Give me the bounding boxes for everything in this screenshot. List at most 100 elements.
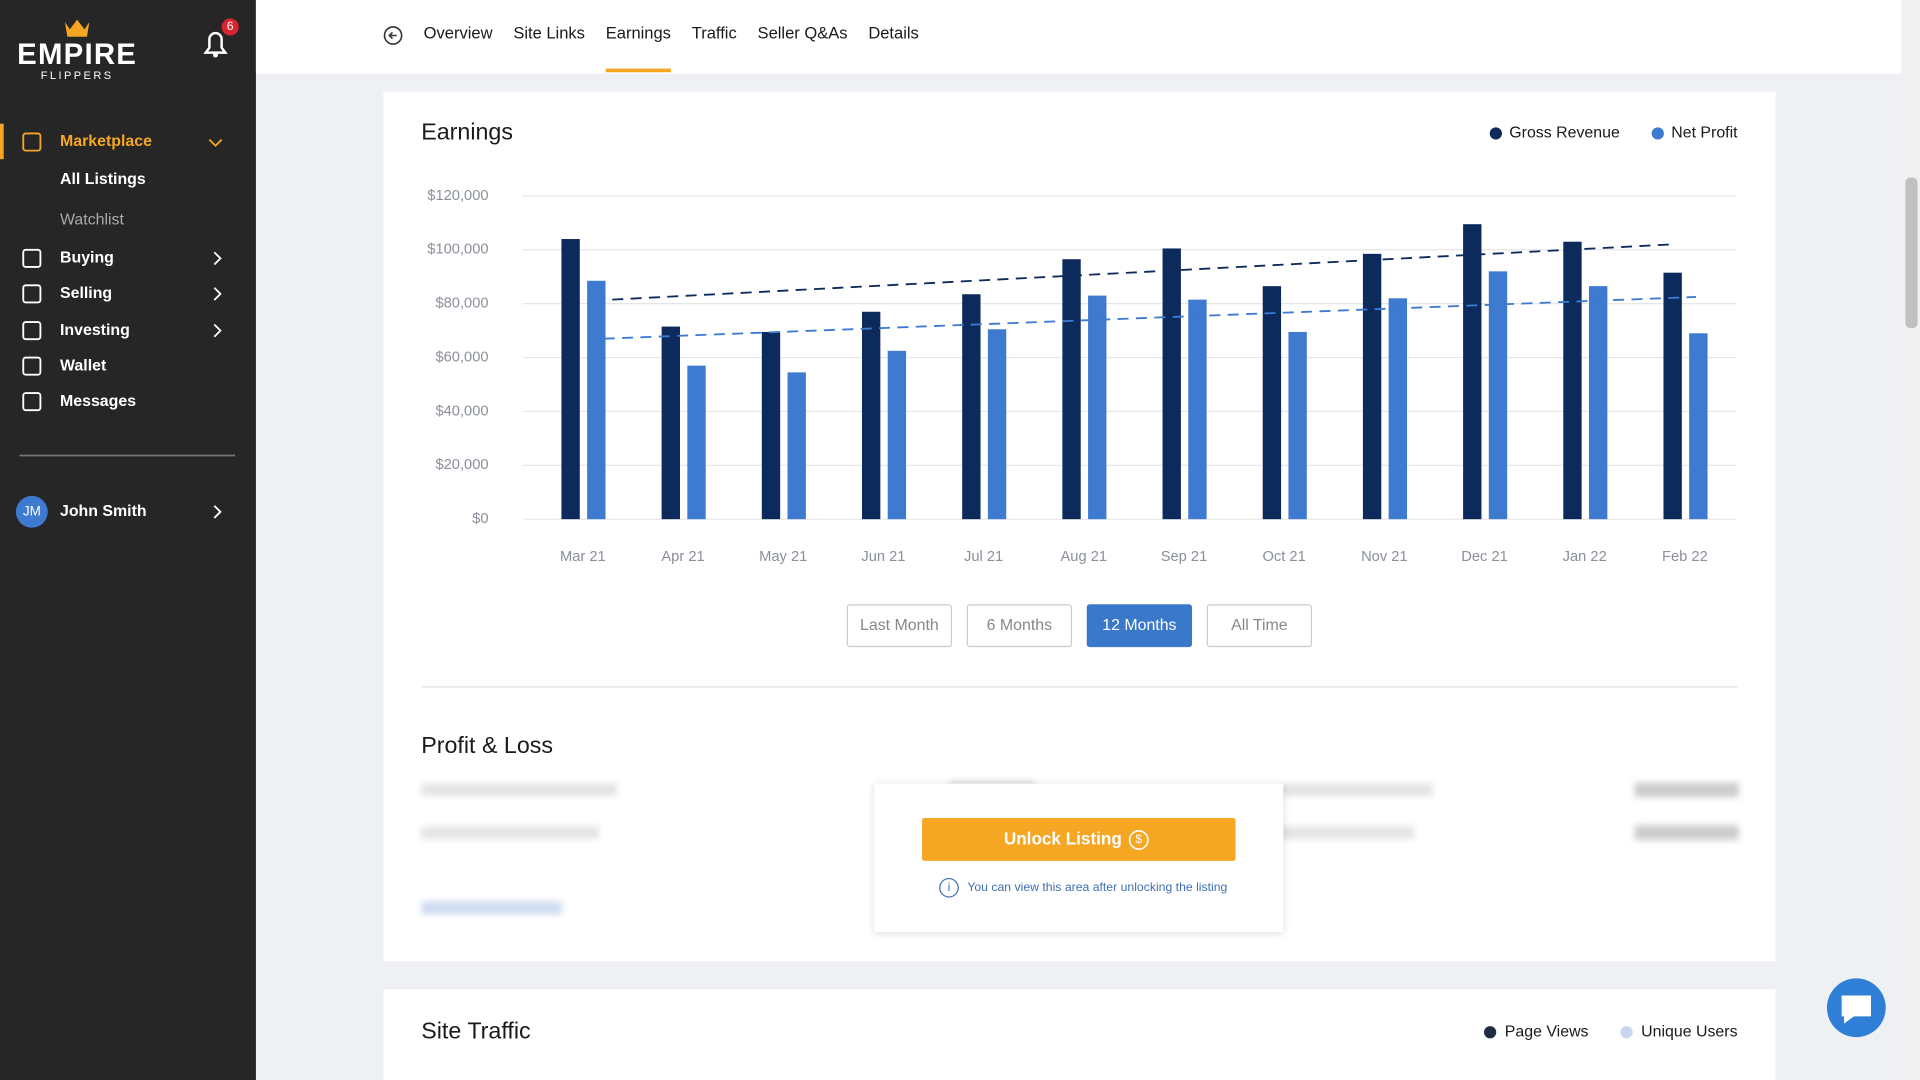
tab[interactable]: Site Links	[513, 24, 585, 43]
menu-item[interactable]: Marketplace	[60, 133, 152, 150]
unlock-note: You can view this area after unlocking t…	[967, 880, 1227, 894]
trend-line	[603, 296, 1696, 340]
x-tick-label: Jan 22	[1563, 549, 1607, 565]
legend-label: Unique Users	[1641, 1023, 1737, 1040]
tab-underline	[605, 68, 671, 73]
menu-icon	[22, 132, 42, 152]
legend-swatch	[1483, 1026, 1497, 1039]
scrollbar	[1901, 0, 1920, 1080]
x-tick-label: Feb 22	[1662, 549, 1708, 565]
y-tick-label: $20,000	[435, 457, 488, 473]
bar	[1088, 295, 1107, 520]
bar	[561, 239, 580, 520]
x-tick-label: Jul 21	[964, 549, 1003, 565]
menu-icon	[22, 284, 42, 304]
top-nav	[255, 0, 1902, 74]
legend-label: Gross Revenue	[1509, 125, 1620, 142]
active-indicator	[0, 123, 4, 160]
x-tick-label: Mar 21	[560, 549, 606, 565]
bar	[861, 311, 881, 520]
bar	[987, 329, 1007, 520]
section-title: Profit & Loss	[421, 732, 553, 758]
bar	[1563, 241, 1582, 520]
bar	[1062, 259, 1081, 520]
logo-crown	[64, 19, 90, 37]
x-tick-label: Apr 21	[661, 549, 704, 565]
submenu-item[interactable]: Watchlist	[60, 212, 125, 229]
menu-icon	[22, 321, 42, 341]
range-button[interactable]	[966, 604, 1073, 648]
sidebar	[0, 0, 256, 1080]
legend-swatch	[1489, 127, 1502, 140]
x-tick-label: Dec 21	[1461, 549, 1508, 565]
avatar[interactable]	[15, 495, 48, 528]
menu-item[interactable]: Messages	[60, 393, 136, 410]
logo-text[interactable]: EMPIRE	[17, 38, 137, 71]
bar	[687, 365, 706, 520]
x-tick-label: Sep 21	[1161, 549, 1208, 565]
y-tick-label: $100,000	[427, 242, 488, 258]
bar	[962, 294, 981, 520]
tab[interactable]: Earnings	[606, 24, 671, 43]
y-tick-label: $40,000	[435, 403, 488, 419]
bar	[1388, 298, 1407, 520]
avatar-initials: JM	[23, 503, 41, 518]
x-tick-label: Oct 21	[1263, 549, 1306, 565]
bar	[1162, 248, 1181, 520]
legend-label: Page Views	[1505, 1023, 1589, 1040]
chevron	[213, 287, 222, 301]
scroll-thumb[interactable]	[1905, 177, 1918, 329]
section-title: Site Traffic	[421, 1017, 531, 1043]
bar	[661, 326, 680, 520]
y-tick-label: $80,000	[435, 296, 488, 312]
y-tick-label: $0	[472, 511, 488, 527]
unlock-label: Unlock Listing	[1004, 829, 1122, 849]
traffic-card	[383, 989, 1776, 1080]
legend-label: Net Profit	[1671, 125, 1738, 142]
menu-item[interactable]: Buying	[60, 250, 114, 267]
tab[interactable]: Overview	[424, 24, 493, 43]
y-tick-label: $60,000	[435, 349, 488, 365]
x-tick-label: May 21	[759, 549, 807, 565]
bar	[887, 350, 907, 520]
range-label: Last Month	[860, 617, 939, 634]
menu-item[interactable]: Wallet	[60, 357, 107, 374]
range-button[interactable]	[1206, 604, 1313, 648]
range-button[interactable]	[846, 604, 953, 648]
chevron	[213, 505, 222, 519]
bar	[1463, 224, 1482, 520]
menu-item[interactable]: Investing	[60, 322, 130, 339]
bar	[1262, 286, 1282, 520]
legend-swatch	[1620, 1026, 1633, 1039]
x-tick-label: Aug 21	[1061, 549, 1108, 565]
bell-icon[interactable]	[203, 31, 228, 54]
menu-item[interactable]: Selling	[60, 285, 112, 302]
badge-count: 6	[227, 19, 234, 33]
bar	[1689, 333, 1708, 520]
y-tick-label: $120,000	[427, 188, 488, 204]
bar	[1488, 271, 1508, 520]
range-button[interactable]	[1086, 604, 1193, 648]
legend-swatch	[1651, 127, 1664, 140]
user-name[interactable]: John Smith	[60, 503, 147, 520]
tab[interactable]: Traffic	[692, 24, 737, 43]
tab[interactable]: Seller Q&As	[758, 24, 848, 43]
range-label: 12 Months	[1102, 617, 1176, 634]
x-tick-label: Jun 21	[861, 549, 905, 565]
bar	[1288, 331, 1307, 520]
bar	[1362, 253, 1382, 520]
chart-title: Earnings	[421, 119, 513, 145]
back-arrow	[388, 31, 397, 40]
tab[interactable]: Details	[868, 24, 918, 43]
menu-icon	[22, 356, 42, 376]
back-icon[interactable]	[383, 26, 403, 45]
bar	[1188, 299, 1207, 520]
bell-clapper	[213, 52, 218, 58]
info-icon	[939, 877, 959, 898]
submenu-item[interactable]: All Listings	[60, 171, 146, 188]
range-label: All Time	[1231, 617, 1288, 634]
unlock-button[interactable]	[922, 817, 1236, 861]
blurred-content	[421, 780, 1739, 915]
bar	[787, 372, 806, 520]
